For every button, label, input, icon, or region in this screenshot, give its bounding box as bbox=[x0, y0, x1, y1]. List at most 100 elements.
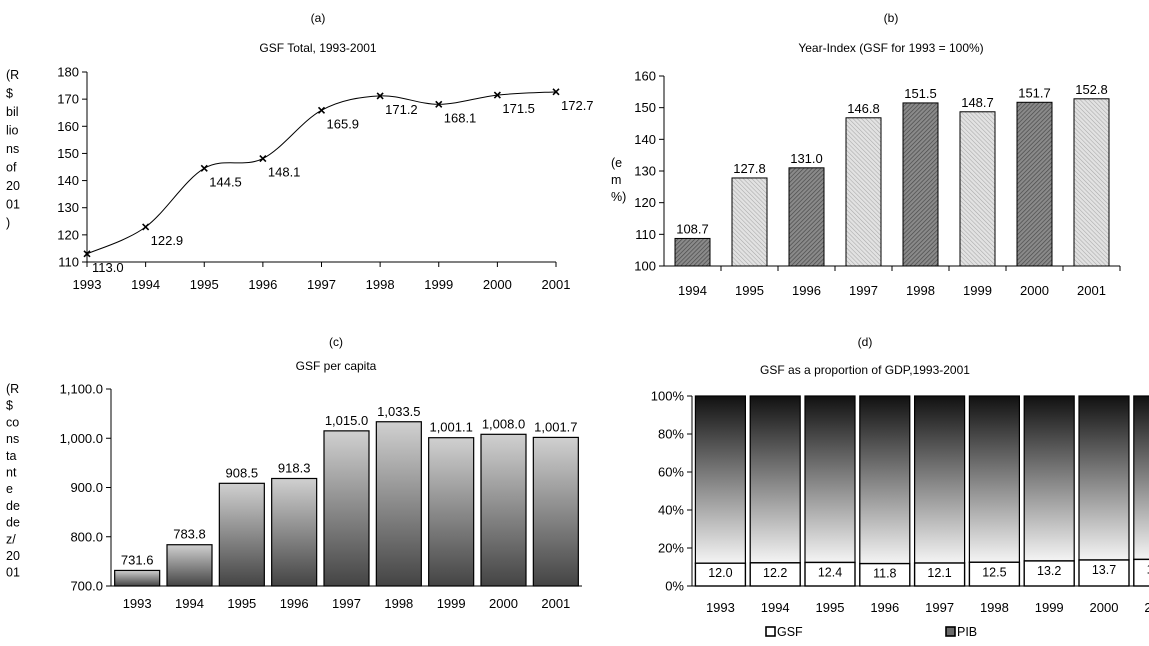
legend-label-pib: PIB bbox=[957, 625, 977, 639]
y-axis-label: (R bbox=[6, 68, 19, 82]
x-tick-label: 1994 bbox=[131, 277, 160, 292]
bar-segment-pib bbox=[804, 395, 856, 564]
x-tick-label: 1996 bbox=[792, 283, 821, 298]
bar bbox=[166, 544, 213, 587]
bar bbox=[845, 117, 882, 267]
y-axis-label: e bbox=[6, 482, 13, 496]
x-tick-label: 1997 bbox=[925, 600, 954, 615]
series-line bbox=[86, 91, 557, 255]
y-axis-label: (R bbox=[6, 382, 19, 396]
data-label: 783.8 bbox=[173, 527, 206, 542]
y-tick-label: 140 bbox=[634, 132, 656, 147]
legend-swatch-gsf bbox=[765, 626, 776, 637]
x-tick-label: 1994 bbox=[678, 283, 707, 298]
bar bbox=[788, 167, 825, 267]
x-tick-label: 1997 bbox=[307, 277, 336, 292]
data-point bbox=[83, 250, 91, 258]
bar-segment-gsf bbox=[804, 561, 856, 587]
y-tick-label: 100% bbox=[651, 389, 685, 404]
y-tick-label: 120 bbox=[634, 195, 656, 210]
bar bbox=[323, 430, 370, 587]
panel-d-title: GSF as a proportion of GDP,1993-2001 bbox=[760, 363, 970, 377]
x-tick-label: 1998 bbox=[384, 596, 413, 611]
x-tick-label: 2001 bbox=[542, 277, 571, 292]
bar bbox=[480, 433, 527, 587]
y-tick-label: 130 bbox=[634, 164, 656, 179]
data-label: 122.9 bbox=[151, 233, 184, 248]
data-label: 13.2 bbox=[1037, 564, 1061, 578]
legend-swatch-pib bbox=[945, 626, 956, 637]
panel-d-legend: GSF PIB bbox=[765, 625, 977, 639]
x-tick-label: 1994 bbox=[175, 596, 204, 611]
panel-c-ylabel: (R $ co ns ta nt e de de z/20 01 bbox=[6, 382, 20, 580]
y-tick-label: 160 bbox=[634, 69, 656, 84]
data-label: 1,015.0 bbox=[325, 413, 368, 428]
bar-segment-gsf bbox=[1078, 559, 1130, 587]
bar-segment-pib bbox=[913, 395, 966, 564]
x-tick-label: 1999 bbox=[1035, 600, 1064, 615]
x-tick-label: 2001 bbox=[1144, 600, 1149, 615]
panel-c-marks: 731.6 783.8 908.5 918.3 1,015.0 1,033.5 1,001.… bbox=[114, 404, 579, 587]
data-label: 14.0 bbox=[1147, 562, 1149, 576]
bar bbox=[674, 237, 711, 267]
data-point bbox=[200, 164, 208, 172]
bar bbox=[218, 482, 265, 587]
y-axis-label: 01 bbox=[6, 198, 20, 212]
bar-segment-gsf bbox=[749, 562, 801, 587]
y-axis-label: $ bbox=[6, 87, 13, 101]
x-tick-label: 1996 bbox=[870, 600, 899, 615]
x-tick-label: 1995 bbox=[227, 596, 256, 611]
bar-segment-pib bbox=[1133, 395, 1149, 560]
data-label: 12.0 bbox=[708, 566, 732, 580]
data-label: 108.7 bbox=[676, 221, 709, 236]
y-tick-label: 140 bbox=[57, 173, 79, 188]
data-label: 148.7 bbox=[961, 95, 994, 110]
bar bbox=[959, 111, 996, 267]
data-point bbox=[552, 88, 560, 96]
x-tick-label: 1998 bbox=[366, 277, 395, 292]
panel-a-marks: 113.0 122.9 144.5 148.1 165.9 171.2 168.1 171.5… bbox=[83, 88, 594, 275]
data-label: 148.1 bbox=[268, 165, 301, 180]
y-tick-label: 1,000.0 bbox=[60, 431, 103, 446]
y-axis-label: (e bbox=[611, 156, 622, 170]
bar bbox=[731, 177, 768, 267]
y-axis-label: $ bbox=[6, 399, 13, 413]
x-tick-label: 1997 bbox=[849, 283, 878, 298]
data-label: 1,033.5 bbox=[377, 404, 420, 419]
panel-c-title: GSF per capita bbox=[296, 359, 377, 373]
x-tick-label: 1995 bbox=[190, 277, 219, 292]
data-point bbox=[376, 92, 384, 100]
data-label: 731.6 bbox=[121, 552, 154, 567]
y-axis-label: %) bbox=[611, 190, 626, 204]
bar-segment-gsf bbox=[968, 561, 1021, 587]
x-tick-label: 1995 bbox=[816, 600, 845, 615]
panel-c: (c) GSF per capita (R$constantededez/200… bbox=[6, 335, 582, 611]
y-axis-label: 01 bbox=[6, 566, 20, 580]
bar bbox=[1073, 98, 1110, 267]
bar bbox=[1016, 101, 1053, 267]
panel-a-title: GSF Total, 1993-2001 bbox=[259, 41, 377, 55]
y-tick-label: 150 bbox=[634, 100, 656, 115]
x-tick-label: 1993 bbox=[706, 600, 735, 615]
bar-segment-gsf bbox=[1133, 558, 1149, 587]
x-tick-label: 1993 bbox=[123, 596, 152, 611]
y-tick-label: 170 bbox=[57, 92, 79, 107]
bar-segment-gsf bbox=[913, 562, 966, 587]
y-tick-label: 700.0 bbox=[70, 579, 103, 594]
data-label: 1,008.0 bbox=[482, 416, 525, 431]
x-tick-label: 2000 bbox=[1090, 600, 1119, 615]
data-label: 12.4 bbox=[818, 565, 842, 579]
panel-a-letter: (a) bbox=[311, 11, 326, 25]
bar-segment-gsf bbox=[1023, 560, 1075, 587]
y-axis-label: de bbox=[6, 516, 20, 530]
y-axis-label: 20 bbox=[6, 179, 20, 193]
y-tick-label: 60% bbox=[658, 465, 684, 480]
bar-segment-pib bbox=[1023, 395, 1075, 562]
x-tick-label: 2000 bbox=[483, 277, 512, 292]
y-tick-label: 1,100.0 bbox=[60, 382, 103, 397]
data-label: 13.7 bbox=[1092, 563, 1116, 577]
x-tick-label: 1993 bbox=[73, 277, 102, 292]
data-label: 127.8 bbox=[733, 161, 766, 176]
bar bbox=[428, 437, 475, 587]
